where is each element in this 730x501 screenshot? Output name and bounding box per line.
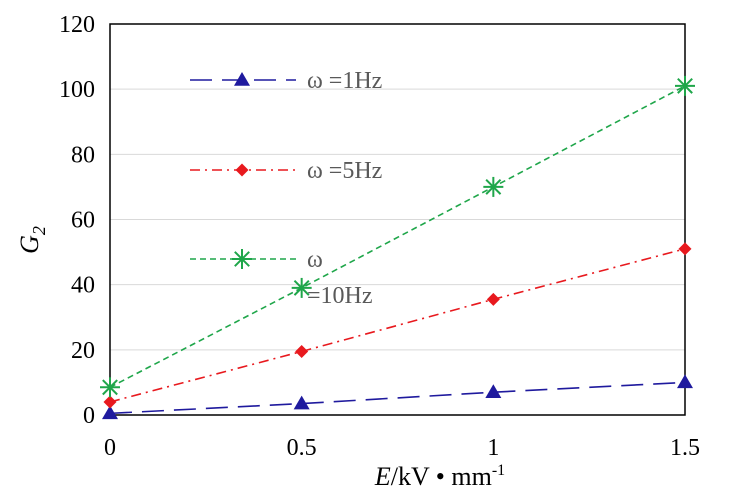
x-axis-title-unit: /kV • mm: [391, 462, 492, 491]
x-tick-label: 0.5: [287, 435, 317, 461]
x-axis-title-var: E: [374, 462, 391, 491]
series-line: [109, 381, 686, 415]
y-tick-label: 120: [59, 12, 95, 38]
series-2: [103, 242, 692, 409]
data-point: [291, 277, 312, 298]
y-tick-label: 60: [71, 208, 95, 234]
y-axis-title-sub: 2: [29, 226, 49, 235]
y-axis-title: G2: [15, 226, 49, 254]
x-tick-label: 1: [487, 435, 499, 461]
data-point: [485, 384, 502, 398]
gridlines: [110, 88, 685, 351]
marker-stroke: [677, 78, 693, 94]
legend-marker: [235, 163, 249, 177]
legend-marker: [232, 249, 252, 269]
x-tick-labels: 0 0.5 1 1.5: [104, 435, 700, 461]
legend-label-line: ω: [307, 247, 323, 273]
data-point: [295, 344, 309, 358]
marker-stroke: [293, 280, 310, 296]
x-tick-label: 0: [104, 435, 116, 461]
data-point: [293, 395, 310, 410]
y-tick-label: 100: [59, 77, 95, 103]
data-point: [483, 176, 504, 197]
legend-label-line: =10Hz: [307, 283, 373, 309]
data-point: [102, 405, 118, 420]
data-point: [678, 242, 692, 256]
y-tick-label: 20: [71, 338, 95, 364]
data-point: [103, 395, 117, 409]
data-point: [677, 374, 693, 389]
y-tick-label: 0: [83, 403, 95, 429]
legend-label: ω =1Hz: [307, 68, 382, 94]
data-point: [486, 292, 500, 306]
series-line: [109, 85, 686, 389]
y-tick-labels: 0 20 40 60 80 100 120: [59, 12, 95, 429]
x-tick-label: 1.5: [670, 435, 700, 461]
legend-item-1: ω =1Hz: [190, 68, 382, 94]
y-tick-label: 40: [71, 273, 95, 299]
legend-item-2: ω =5Hz: [190, 158, 382, 184]
data-point: [100, 377, 120, 398]
x-axis-title-exp: -1: [492, 462, 505, 479]
series-1: [102, 374, 693, 420]
series-3: [100, 75, 695, 398]
x-axis-title: E/kV • mm-1: [374, 462, 505, 491]
series-line: [109, 248, 686, 403]
y-tick-label: 80: [71, 142, 95, 168]
series-layer: [100, 75, 695, 420]
legend-item-3: ω =10Hz: [190, 247, 373, 309]
marker-stroke: [485, 179, 502, 195]
legend-marker: [234, 72, 250, 86]
marker-stroke: [234, 251, 250, 267]
marker-stroke: [102, 379, 118, 396]
legend-label: ω =5Hz: [307, 158, 382, 184]
legend: ω =1Hz ω =5Hz ω =10Hz: [190, 68, 382, 309]
legend-label: ω =10Hz: [307, 247, 373, 309]
plot-frame: [109, 23, 686, 416]
data-point: [675, 75, 695, 96]
y-axis-title-var: G: [15, 235, 44, 254]
